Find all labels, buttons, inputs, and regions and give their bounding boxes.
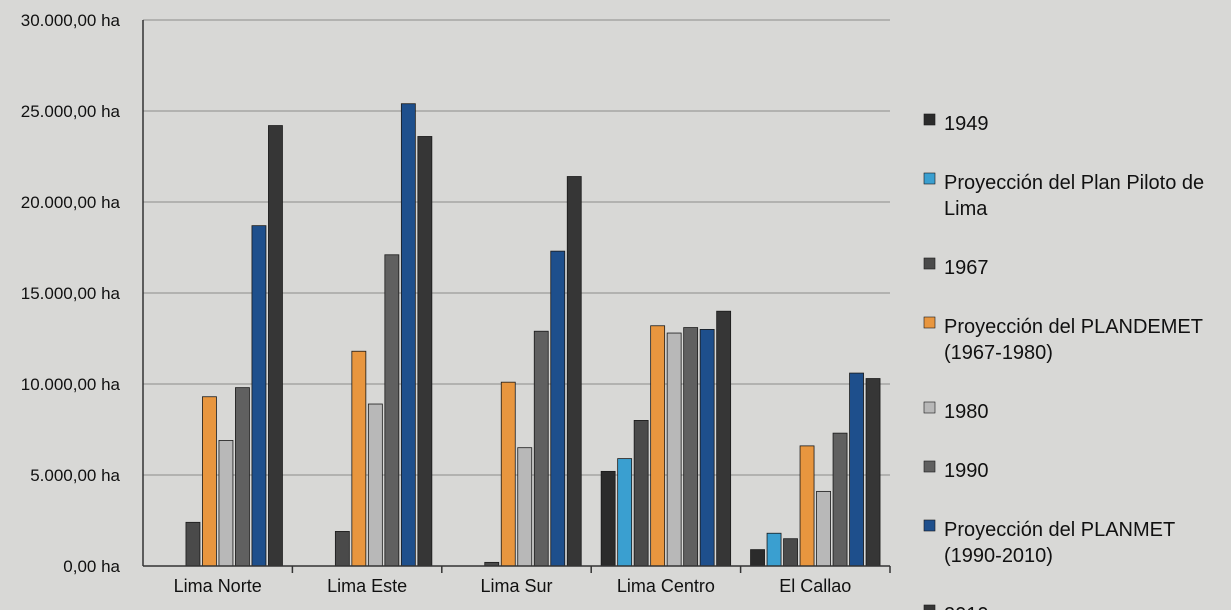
legend-item-5: 1980 bbox=[923, 401, 989, 423]
legend-item-6: 1990 bbox=[923, 460, 989, 482]
legend-swatch-5 bbox=[923, 401, 936, 414]
legend-label-5-1: 1980 bbox=[944, 401, 989, 423]
bar-3-4 bbox=[633, 419, 649, 567]
bar-4-2 bbox=[351, 350, 367, 567]
x-axis-category-labels: Lima Norte Lima Este Lima Sur Lima Centro El… bbox=[174, 566, 891, 596]
legend-swatch-1 bbox=[923, 113, 936, 126]
bar-8-3 bbox=[566, 176, 582, 567]
bar-7-3 bbox=[550, 250, 566, 567]
bar-2-4 bbox=[617, 458, 633, 567]
bar-8-4 bbox=[716, 310, 732, 567]
bar-3-2 bbox=[334, 531, 350, 567]
legend-item-7: Proyección del PLANMET (1990-2010) bbox=[923, 519, 1175, 567]
y-tick-label-4: 20.000,00 ha bbox=[21, 193, 121, 212]
bar-4-3 bbox=[500, 381, 516, 567]
legend-label-2-2: Lima bbox=[944, 198, 988, 220]
bar-8-5 bbox=[865, 378, 881, 567]
bar-5-3 bbox=[517, 447, 533, 567]
bar-2-5 bbox=[766, 532, 782, 567]
category-label-1: Lima Norte bbox=[174, 576, 262, 596]
legend-item-4: Proyección del PLANDEMET (1967-1980) bbox=[923, 316, 1203, 364]
bar-4-1 bbox=[202, 396, 217, 567]
bar-8-1 bbox=[268, 125, 283, 567]
bar-6-4 bbox=[683, 327, 699, 567]
bars bbox=[185, 103, 881, 567]
legend-label-7-2: (1990-2010) bbox=[944, 545, 1053, 567]
y-tick-label-6: 30.000,00 ha bbox=[21, 11, 121, 30]
bar-5-1 bbox=[218, 440, 234, 567]
legend-swatch-4 bbox=[923, 316, 936, 329]
bar-7-4 bbox=[699, 328, 715, 567]
legend-swatch-6 bbox=[923, 460, 936, 473]
category-label-2: Lima Este bbox=[327, 576, 407, 596]
legend-swatch-2 bbox=[923, 172, 936, 185]
legend-item-3: 1967 bbox=[923, 257, 989, 279]
legend: 1949 Proyección del Plan Piloto de Lima 196… bbox=[923, 113, 1204, 610]
legend-item-2: Proyección del Plan Piloto de Lima bbox=[923, 172, 1204, 220]
legend-label-3-1: 1967 bbox=[944, 257, 989, 279]
bar-4-5 bbox=[799, 445, 815, 567]
bar-3-1 bbox=[185, 521, 201, 567]
y-tick-label-1: 5.000,00 ha bbox=[30, 466, 120, 485]
legend-item-1: 1949 bbox=[923, 113, 989, 135]
bar-6-1 bbox=[235, 387, 250, 567]
bar-1-5 bbox=[750, 549, 765, 567]
axes bbox=[142, 20, 890, 567]
category-label-5: El Callao bbox=[779, 576, 851, 596]
legend-item-8: 2010 bbox=[923, 604, 989, 610]
bar-6-5 bbox=[832, 432, 848, 567]
y-tick-label-2: 10.000,00 ha bbox=[21, 375, 121, 394]
bar-5-5 bbox=[816, 490, 831, 567]
y-tick-label-5: 25.000,00 ha bbox=[21, 102, 121, 121]
bar-5-4 bbox=[666, 332, 682, 567]
bar-7-5 bbox=[849, 372, 864, 567]
y-tick-label-0: 0,00 ha bbox=[63, 557, 120, 576]
legend-label-1-1: 1949 bbox=[944, 113, 989, 135]
bar-1-4 bbox=[600, 470, 616, 567]
y-axis-tick-labels: 0,00 ha 5.000,00 ha 10.000,00 ha 15.000,00 … bbox=[21, 11, 121, 576]
legend-label-2-1: Proyección del Plan Piloto de bbox=[944, 172, 1204, 194]
category-label-4: Lima Centro bbox=[617, 576, 715, 596]
legend-swatch-7 bbox=[923, 519, 936, 532]
legend-label-6-1: 1990 bbox=[944, 460, 989, 482]
legend-swatch-8 bbox=[923, 604, 936, 610]
legend-label-4-1: Proyección del PLANDEMET bbox=[944, 316, 1203, 338]
bar-3-5 bbox=[783, 538, 798, 567]
legend-label-4-2: (1967-1980) bbox=[944, 342, 1053, 364]
bar-5-2 bbox=[367, 403, 383, 567]
bar-6-3 bbox=[533, 330, 549, 567]
bar-4-4 bbox=[650, 325, 666, 567]
y-tick-label-3: 15.000,00 ha bbox=[21, 284, 121, 303]
legend-swatch-3 bbox=[923, 257, 936, 270]
bar-7-2 bbox=[400, 103, 416, 567]
bar-7-1 bbox=[251, 225, 267, 567]
bar-6-2 bbox=[384, 254, 400, 567]
gridlines bbox=[143, 19, 890, 476]
bar-8-2 bbox=[417, 136, 433, 567]
legend-label-7-1: Proyección del PLANMET bbox=[944, 519, 1175, 541]
category-label-3: Lima Sur bbox=[480, 576, 552, 596]
legend-label-8-1: 2010 bbox=[944, 604, 989, 610]
